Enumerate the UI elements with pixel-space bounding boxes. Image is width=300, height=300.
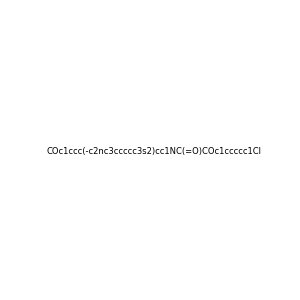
Text: COc1ccc(-c2nc3ccccc3s2)cc1NC(=O)COc1ccccc1Cl: COc1ccc(-c2nc3ccccc3s2)cc1NC(=O)COc1cccc…: [46, 147, 261, 156]
